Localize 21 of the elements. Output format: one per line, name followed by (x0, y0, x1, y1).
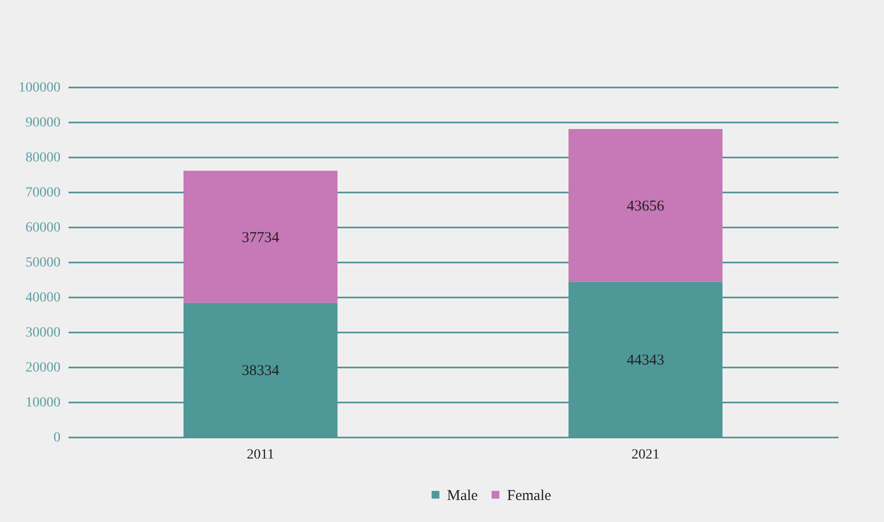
y-tick-label: 50000 (26, 256, 60, 270)
legend-label: Female (507, 488, 552, 504)
x-tick-label: 2011 (246, 448, 274, 462)
data-label: 43656 (626, 198, 665, 214)
y-tick-label: 0 (54, 430, 60, 446)
bar (568, 129, 722, 282)
y-tick-label: 10000 (26, 396, 60, 410)
bar (184, 170, 338, 303)
y-tick-label: 20000 (26, 360, 60, 376)
data-label: 38334 (242, 362, 280, 379)
data-label: 44343 (626, 352, 664, 368)
y-tick-label: 80000 (26, 150, 60, 166)
y-tick-label: 60000 (26, 220, 60, 236)
x-tick-label: 2021 (632, 448, 660, 462)
y-tick-label: 70000 (26, 186, 60, 200)
data-label: 37734 (242, 230, 280, 246)
y-tick-label: 30000 (26, 326, 60, 340)
y-tick-label: 100000 (18, 80, 60, 96)
y-tick-label: 40000 (26, 290, 60, 306)
y-tick-label: 90000 (26, 116, 60, 130)
legend-label: Male (447, 488, 478, 504)
